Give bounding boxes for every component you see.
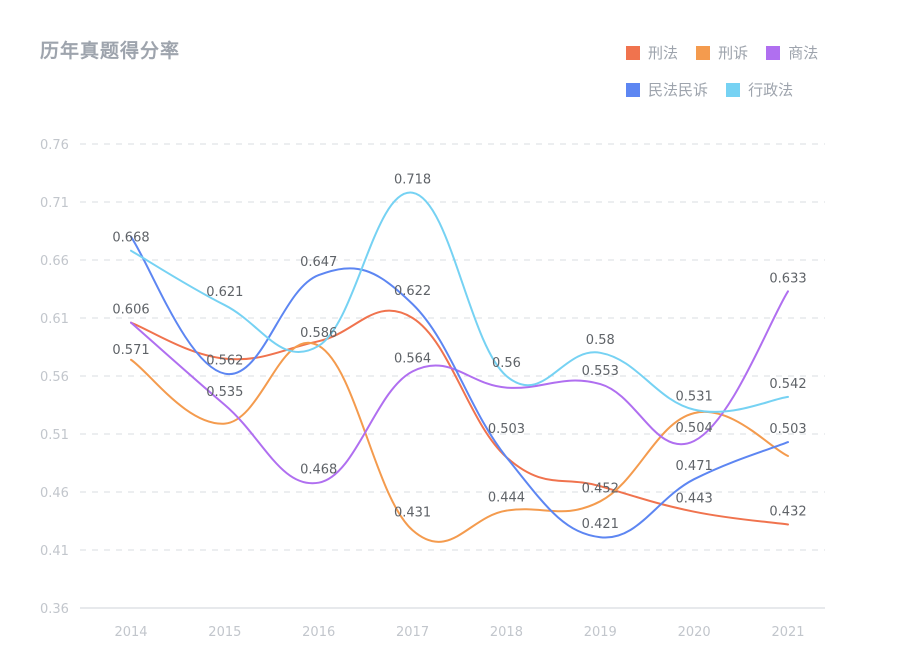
- y-tick-label: 0.76: [40, 138, 69, 153]
- y-tick-label: 0.46: [40, 486, 69, 501]
- legend-swatch-icon: [626, 45, 640, 60]
- data-label: 0.571: [112, 343, 149, 358]
- y-tick-label: 0.41: [40, 544, 69, 559]
- x-tick-label: 2014: [114, 625, 147, 640]
- legend-label: 刑法: [648, 44, 679, 62]
- legend-swatch-icon: [726, 82, 741, 97]
- legend-label: 刑诉: [718, 44, 749, 62]
- x-tick-label: 2019: [584, 625, 617, 640]
- legend-item-commercial-law[interactable]: 商法: [766, 42, 818, 63]
- legend-item-administrative-law[interactable]: 行政法: [726, 79, 793, 100]
- series-line-4[interactable]: [130, 191, 789, 413]
- data-label: 0.542: [769, 377, 806, 392]
- data-label: 0.503: [769, 422, 806, 437]
- y-tick-label: 0.56: [40, 370, 69, 385]
- data-label: 0.718: [394, 173, 431, 188]
- legend-item-criminal-law[interactable]: 刑法: [626, 42, 678, 63]
- legend-label: 行政法: [748, 81, 794, 99]
- data-label: 0.56: [492, 356, 521, 371]
- x-tick-label: 2017: [396, 625, 429, 640]
- x-tick-label: 2018: [490, 625, 523, 640]
- data-label: 0.443: [676, 492, 713, 507]
- x-tick-label: 2016: [302, 625, 335, 640]
- x-tick-label: 2015: [208, 625, 241, 640]
- y-tick-label: 0.51: [40, 428, 69, 443]
- legend: 刑法 刑诉 商法 民法民诉 行政法: [626, 42, 886, 116]
- data-label: 0.668: [112, 231, 149, 246]
- y-tick-label: 0.66: [40, 254, 69, 269]
- series-layer: [130, 191, 789, 543]
- data-label: 0.535: [206, 385, 243, 400]
- data-label: 0.622: [394, 284, 431, 299]
- chart-title: 历年真题得分率: [40, 40, 181, 62]
- data-label: 0.606: [112, 303, 149, 318]
- data-label: 0.504: [676, 421, 713, 436]
- legend-label: 民法民诉: [648, 81, 709, 99]
- series-line-3[interactable]: [130, 235, 789, 539]
- data-label: 0.432: [769, 504, 806, 519]
- data-label: 0.531: [676, 390, 713, 405]
- legend-item-criminal-procedure[interactable]: 刑诉: [696, 42, 748, 63]
- legend-row-2: 民法民诉 行政法: [626, 79, 886, 99]
- legend-label: 商法: [788, 44, 819, 62]
- data-label: 0.562: [206, 354, 243, 369]
- data-label: 0.468: [300, 463, 337, 478]
- grid-layer: [80, 143, 825, 551]
- axis-layer: 0.76 0.71 0.66 0.61 0.56 0.51 0.46 0.41 0.36 2014…: [40, 138, 825, 640]
- data-label: 0.503: [488, 422, 525, 437]
- legend-row-1: 刑法 刑诉 商法: [626, 42, 886, 62]
- legend-swatch-icon: [766, 45, 781, 60]
- data-label: 0.471: [676, 459, 713, 474]
- data-label: 0.421: [582, 517, 619, 532]
- series-line-0[interactable]: [130, 309, 789, 526]
- x-tick-label: 2020: [678, 625, 711, 640]
- data-label: 0.444: [488, 491, 525, 506]
- data-label: 0.633: [769, 271, 806, 286]
- y-tick-label: 0.71: [40, 196, 69, 211]
- data-label: 0.586: [300, 326, 337, 341]
- series-line-2[interactable]: [130, 290, 789, 485]
- data-label: 0.564: [394, 351, 431, 366]
- legend-item-civil-law[interactable]: 民法民诉: [626, 79, 708, 100]
- data-label: 0.452: [582, 481, 619, 496]
- legend-swatch-icon: [626, 82, 640, 97]
- y-tick-label: 0.61: [40, 312, 69, 327]
- data-label: 0.431: [394, 506, 431, 521]
- y-tick-label: 0.36: [40, 602, 69, 617]
- x-tick-label: 2021: [771, 625, 804, 640]
- data-label: 0.647: [300, 255, 337, 270]
- data-label: 0.553: [582, 364, 619, 379]
- data-label: 0.58: [586, 333, 615, 348]
- data-label-layer: 0.606 0.443 0.432 0.571 0.586 0.431 0.444 0.452…: [112, 173, 806, 533]
- legend-swatch-icon: [696, 45, 711, 60]
- data-label: 0.621: [206, 285, 243, 300]
